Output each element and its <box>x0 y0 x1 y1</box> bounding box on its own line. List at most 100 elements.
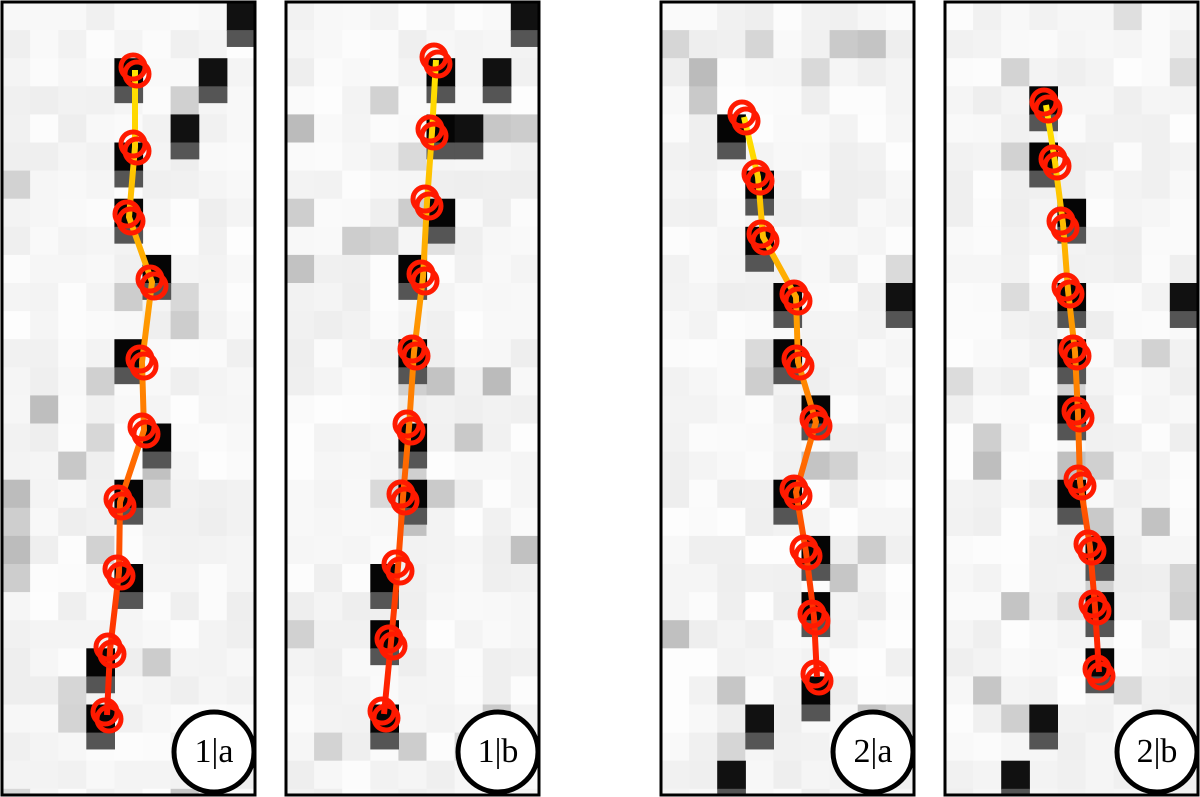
pixel <box>482 311 512 340</box>
pixel <box>510 479 539 509</box>
pixel <box>58 339 87 368</box>
pixel <box>142 30 172 59</box>
pixel <box>1057 620 1087 649</box>
pixel <box>1029 395 1058 425</box>
pixel <box>482 142 512 172</box>
pixel <box>314 760 343 790</box>
pixel <box>773 58 803 87</box>
pixel <box>226 114 255 144</box>
pixel <box>482 423 512 453</box>
pixel <box>254 283 255 312</box>
pixel <box>482 170 512 200</box>
pixel <box>689 198 718 228</box>
pixel <box>717 507 746 537</box>
pixel <box>510 788 539 795</box>
pixel <box>661 535 690 565</box>
pixel <box>1001 451 1030 481</box>
pixel <box>30 254 59 284</box>
pixel <box>58 564 87 593</box>
pixel <box>342 395 371 425</box>
pixel <box>342 283 371 312</box>
pixel <box>973 311 1002 340</box>
pixel <box>426 620 456 649</box>
pixel <box>226 311 255 340</box>
pixel <box>801 142 831 172</box>
pixel <box>198 479 228 509</box>
pixel <box>58 676 87 706</box>
pixel <box>1169 507 1198 537</box>
panel-border <box>284 0 541 797</box>
pixel <box>689 142 718 172</box>
pixel <box>717 2 746 31</box>
pixel <box>254 451 255 481</box>
pixel <box>426 760 456 790</box>
pixel <box>226 648 255 677</box>
track-line <box>381 59 439 715</box>
pixel <box>885 58 914 87</box>
pixel <box>370 760 399 790</box>
pixel <box>945 760 974 790</box>
pixel <box>30 620 59 649</box>
pixel <box>342 198 371 228</box>
pixel <box>1113 30 1143 59</box>
detection-circle <box>106 561 136 591</box>
pixel <box>226 226 255 256</box>
pixel <box>1085 283 1115 312</box>
pixel <box>829 311 859 340</box>
detection-circle <box>139 271 169 301</box>
pixel <box>913 788 914 795</box>
pixel <box>913 451 914 481</box>
pixel <box>114 2 144 31</box>
pixel <box>370 2 399 31</box>
pixel <box>689 676 718 706</box>
pixel <box>198 395 228 425</box>
pixel <box>254 86 255 115</box>
pixel <box>254 58 255 87</box>
pixel <box>885 507 914 537</box>
pixel <box>170 58 200 87</box>
pixel <box>1169 114 1198 144</box>
pixel <box>370 198 399 228</box>
pixel <box>286 198 315 228</box>
pixel <box>58 479 87 509</box>
panel-border <box>659 0 916 797</box>
pixel <box>857 507 887 537</box>
pixel <box>829 451 859 481</box>
pixel <box>538 114 539 144</box>
pixel <box>30 170 59 200</box>
pixel <box>58 395 87 425</box>
pixel <box>1113 479 1143 509</box>
pixel <box>1001 30 1030 59</box>
pixel <box>1029 564 1058 593</box>
pixel <box>342 170 371 200</box>
pixel <box>198 254 228 284</box>
pixel <box>426 2 456 31</box>
pixel <box>86 114 115 144</box>
pixel <box>286 479 315 509</box>
pixel <box>254 311 255 340</box>
pixel <box>58 58 87 87</box>
pixel <box>198 311 228 340</box>
pixel <box>1141 367 1171 396</box>
pixel <box>1113 283 1143 312</box>
detection-circle <box>396 416 426 446</box>
pixel <box>1001 648 1030 677</box>
pixel <box>510 648 539 677</box>
pixel <box>885 395 914 425</box>
pixel <box>1141 254 1171 284</box>
pixel <box>857 423 887 453</box>
pixel <box>1141 311 1171 340</box>
pixel <box>314 283 343 312</box>
pixel <box>913 676 914 706</box>
pixel <box>1057 704 1087 734</box>
pixel <box>30 339 59 368</box>
pixel <box>1057 732 1087 762</box>
pixel <box>342 114 371 144</box>
pixel <box>254 423 255 453</box>
pixel <box>2 367 31 396</box>
pixel <box>801 254 831 284</box>
pixel <box>198 676 228 706</box>
pixel <box>1001 283 1030 312</box>
dark-pixel <box>745 704 774 734</box>
pixel <box>86 254 115 284</box>
